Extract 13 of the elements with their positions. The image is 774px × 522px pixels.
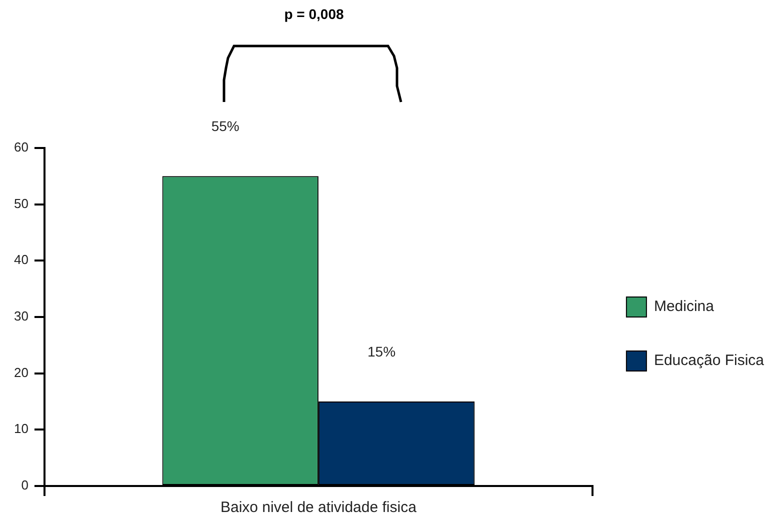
x-tick-label: Baixo nivel de atividade fisica	[220, 499, 418, 516]
y-tick-label: 60	[14, 140, 28, 155]
y-tick-label: 40	[14, 252, 28, 268]
text: p = 0,008	[283, 6, 345, 22]
legend-label: Educação Fisica	[654, 352, 765, 370]
y-tick-label: 10	[14, 421, 28, 436]
y-tick-label: 30	[14, 308, 28, 324]
data-label: 15%	[368, 343, 396, 360]
y-tick-label: 50	[14, 196, 28, 211]
legend-label: Medicina	[654, 298, 715, 316]
y-tick-label: 0	[21, 478, 28, 493]
data-label: 55%	[211, 118, 240, 134]
y-tick-label: 20	[14, 364, 28, 380]
